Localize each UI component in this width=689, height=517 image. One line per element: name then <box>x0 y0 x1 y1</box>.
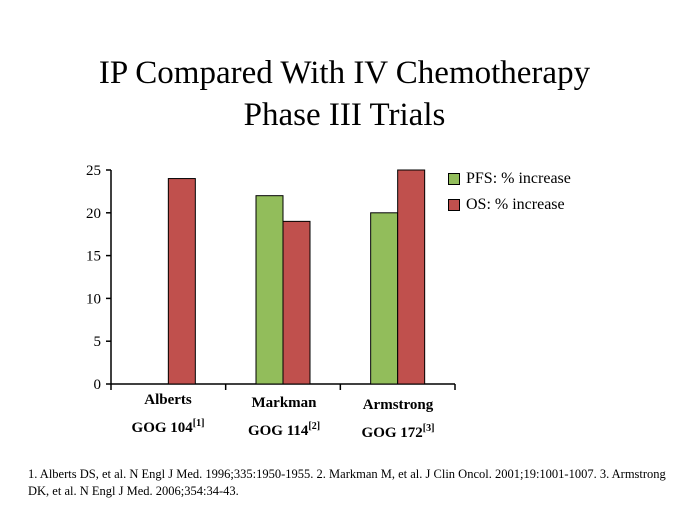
bar-pfs <box>255 195 284 385</box>
bar-os <box>282 220 311 385</box>
category-study: GOG 114[2] <box>247 421 321 439</box>
y-tick-label: 25 <box>86 163 101 179</box>
legend-item-os: OS: % increase <box>448 192 571 218</box>
legend-label-pfs: PFS: % increase <box>466 170 571 187</box>
title-line-1: IP Compared With IV Chemotherapy <box>98 55 591 91</box>
category-study: GOG 172[3] <box>361 423 435 441</box>
slide-title: IP Compared With IV Chemotherapy Phase I… <box>0 52 689 136</box>
y-tick-label: 5 <box>94 334 102 350</box>
category-label-markman: Markman GOG 114[2] <box>227 392 341 443</box>
chart-legend: PFS: % increase OS: % increase <box>448 166 571 218</box>
y-tick-label: 0 <box>94 377 102 393</box>
legend-item-pfs: PFS: % increase <box>448 166 571 192</box>
bar-pfs <box>370 212 399 385</box>
legend-swatch-os <box>448 199 460 211</box>
category-name: Armstrong <box>362 397 434 413</box>
bar-os <box>397 169 426 385</box>
category-name: Markman <box>251 395 317 411</box>
legend-label-os: OS: % increase <box>466 196 565 213</box>
y-tick-label: 10 <box>86 291 101 307</box>
references-footnote: 1. Alberts DS, et al. N Engl J Med. 1996… <box>28 467 666 498</box>
y-tick-label: 15 <box>86 249 101 265</box>
y-tick-label: 20 <box>86 206 101 222</box>
category-label-alberts: Alberts GOG 104[1] <box>111 389 225 440</box>
category-label-armstrong: Armstrong GOG 172[3] <box>341 394 455 445</box>
title-line-2: Phase III Trials <box>243 97 446 133</box>
bar-os <box>167 178 196 385</box>
category-name: Alberts <box>144 392 192 408</box>
category-study: GOG 104[1] <box>131 418 205 436</box>
legend-swatch-pfs <box>448 173 460 185</box>
